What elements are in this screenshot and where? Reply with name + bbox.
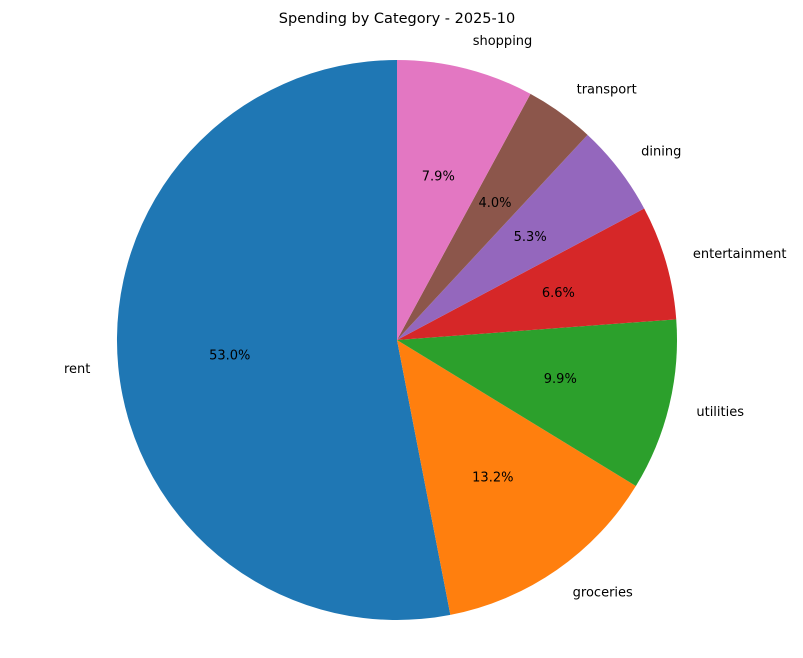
slice-label-rent: rent [64,362,90,377]
pie-slice-rent [116,60,451,621]
chart-title: Spending by Category - 2025-10 [279,11,515,27]
pie-slice-entertainment [397,208,677,340]
pct-label-shopping: 7.9% [422,170,455,185]
slice-label-shopping: shopping [473,34,533,49]
pie-slice-transport [397,93,588,340]
pct-label-rent: 53.0% [209,349,250,364]
labels-layer: rent 53.0% groceries 13.2% utilities 9.9% ente… [64,34,786,601]
slice-label-dining: dining [641,145,681,160]
slice-label-entertainment: entertainment [693,247,787,262]
slice-label-groceries: groceries [573,585,633,600]
pie-slice-groceries [397,340,636,615]
slice-label-utilities: utilities [696,405,744,420]
slice-label-transport: transport [577,82,637,97]
pie-slice-shopping [397,60,531,340]
pct-label-dining: 5.3% [514,230,547,245]
slices-layer [116,60,678,621]
pie-slice-dining [397,134,645,340]
pct-label-groceries: 13.2% [472,471,513,486]
pct-label-entertainment: 6.6% [542,286,575,301]
pct-label-utilities: 9.9% [544,372,577,387]
pie-slice-utilities [397,319,678,487]
pct-label-transport: 4.0% [478,196,511,211]
